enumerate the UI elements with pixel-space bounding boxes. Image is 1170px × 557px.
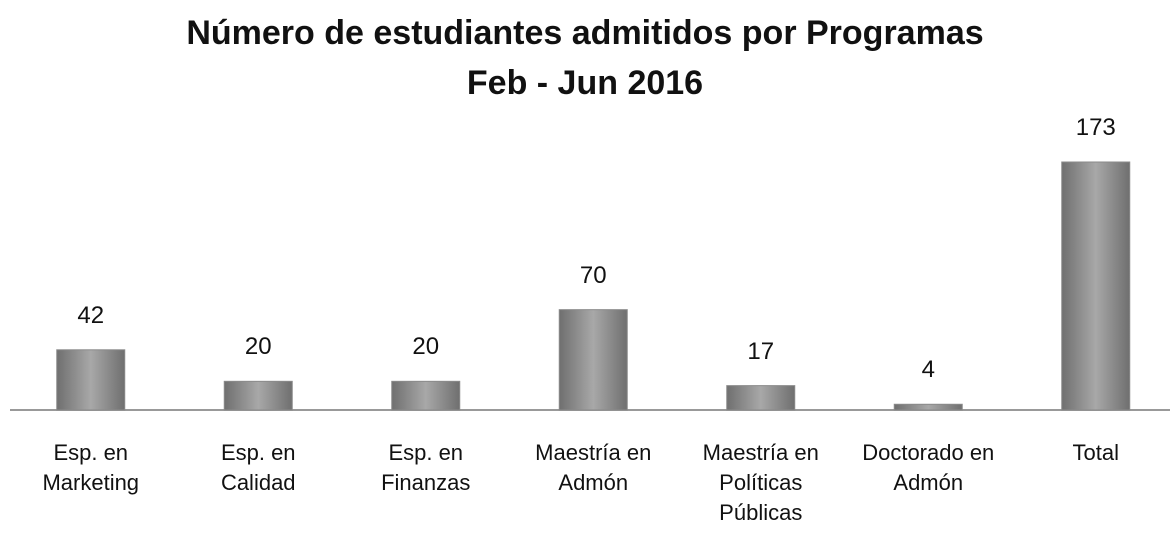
bar: [56, 349, 126, 411]
x-tick-label: Maestría en Políticas Públicas: [702, 440, 819, 525]
chart-title: Número de estudiantes admitidos por Prog…: [186, 14, 984, 52]
value-label: 42: [77, 301, 105, 329]
value-label: 173: [1075, 114, 1116, 141]
value-label: 70: [579, 261, 607, 289]
bar: [1061, 161, 1131, 411]
value-label: 17: [747, 337, 775, 365]
x-tick-label: Esp. en Calidad: [220, 440, 296, 495]
x-tick-label: Esp. en Marketing: [42, 440, 140, 495]
bar: [391, 380, 461, 411]
value-label: 20: [244, 333, 272, 361]
value-label: 20: [412, 333, 440, 361]
x-tick-label: Total: [1072, 440, 1119, 465]
x-tick-label: Esp. en Finanzas: [381, 440, 471, 495]
value-label: 4: [921, 356, 935, 384]
bar: [223, 380, 293, 411]
bar: [726, 385, 796, 411]
bar: [558, 309, 628, 411]
x-tick-label: Maestría en Admón: [535, 440, 652, 495]
bar: [893, 403, 963, 411]
x-tick-label: Doctorado en Admón: [862, 440, 995, 495]
chart-subtitle: Feb - Jun 2016: [466, 64, 704, 102]
